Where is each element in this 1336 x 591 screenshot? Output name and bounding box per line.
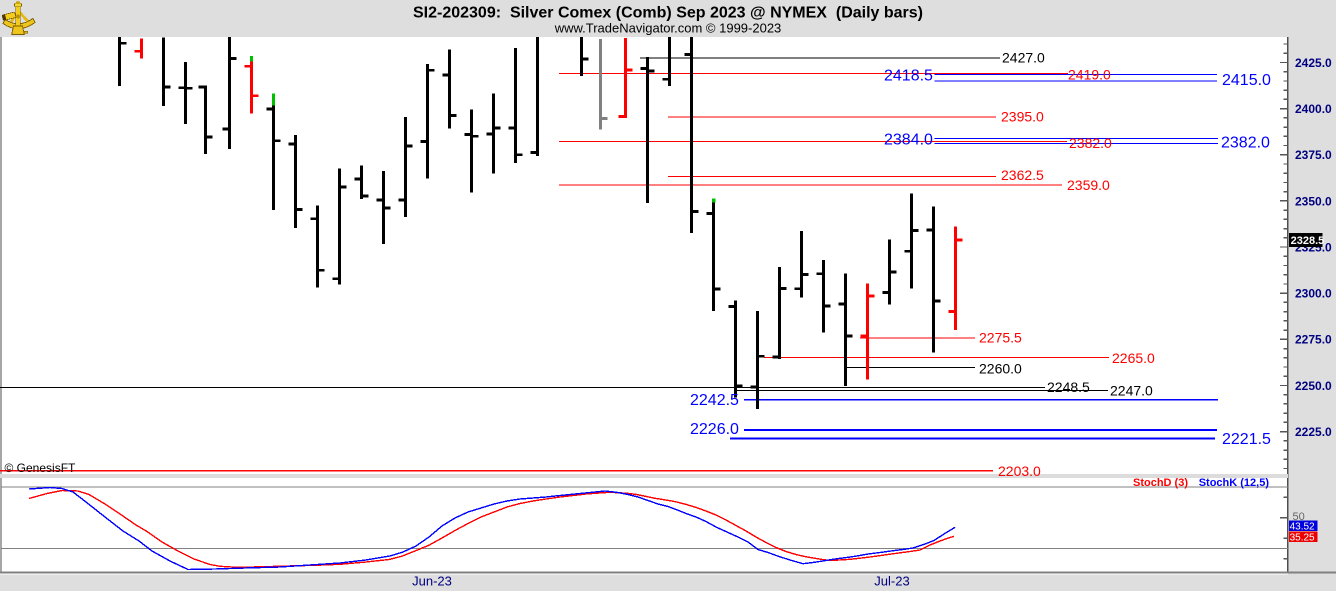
svg-text:2418.5: 2418.5 [884,67,933,84]
svg-text:2375.0: 2375.0 [1295,148,1332,162]
svg-text:35.25: 35.25 [1290,532,1315,543]
svg-text:2382.0: 2382.0 [1069,135,1112,151]
svg-text:2400.0: 2400.0 [1295,102,1332,116]
svg-text:2359.0: 2359.0 [1067,177,1110,193]
svg-text:2419.0: 2419.0 [1068,67,1111,83]
svg-text:StochK (12,5): StochK (12,5) [1199,477,1270,489]
svg-text:© GenesisFT: © GenesisFT [5,461,77,475]
svg-text:2248.5: 2248.5 [1047,379,1090,395]
svg-text:2203.0: 2203.0 [998,463,1041,479]
svg-text:Jun-23: Jun-23 [412,573,452,588]
svg-text:2275.5: 2275.5 [979,330,1022,346]
svg-text:2242.5: 2242.5 [690,392,739,409]
svg-text:www.TradeNavigator.com © 1999-: www.TradeNavigator.com © 1999-2023 [554,21,782,36]
svg-text:2425.0: 2425.0 [1295,56,1332,70]
svg-text:2275.0: 2275.0 [1295,333,1332,347]
svg-text:2300.0: 2300.0 [1295,287,1332,301]
svg-text:2362.5: 2362.5 [1001,167,1044,183]
svg-text:50: 50 [1293,511,1305,523]
svg-text:2247.0: 2247.0 [1110,383,1153,399]
svg-text:2328.5: 2328.5 [1291,235,1325,247]
svg-text:2260.0: 2260.0 [979,361,1022,377]
svg-text:2427.0: 2427.0 [1002,50,1045,66]
svg-text:Jul-23: Jul-23 [874,573,909,588]
svg-text:SI2-202309: Silver Comex (Com: SI2-202309: Silver Comex (Comb) Sep 2023… [413,5,923,22]
svg-text:43.52: 43.52 [1290,521,1315,532]
svg-text:2350.0: 2350.0 [1295,194,1332,208]
svg-text:2250.0: 2250.0 [1295,379,1332,393]
svg-text:2415.0: 2415.0 [1222,72,1271,89]
svg-text:StochD (3): StochD (3) [1133,477,1188,489]
svg-text:2384.0: 2384.0 [884,131,933,148]
svg-text:2226.0: 2226.0 [690,421,739,438]
svg-text:2395.0: 2395.0 [1001,109,1044,125]
svg-text:2221.5: 2221.5 [1222,431,1271,448]
svg-text:2225.0: 2225.0 [1295,425,1332,439]
svg-text:2382.0: 2382.0 [1221,134,1270,151]
svg-text:2265.0: 2265.0 [1112,350,1155,366]
